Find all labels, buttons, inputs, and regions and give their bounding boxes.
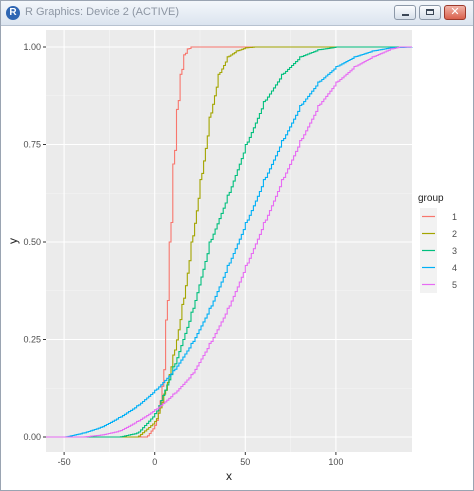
legend-label-5: 5	[452, 280, 457, 290]
plot-panel	[46, 30, 412, 452]
y-tick-label: 0.25	[23, 335, 41, 345]
legend: group 1 2 3 4 5	[418, 193, 457, 293]
close-button[interactable]: ✕	[444, 5, 466, 20]
close-icon: ✕	[450, 6, 460, 18]
y-tick-label: 0.75	[23, 140, 41, 150]
x-tick-label: -50	[58, 457, 71, 467]
x-tick-label: 50	[240, 457, 250, 467]
title-bar[interactable]: R R Graphics: Device 2 (ACTIVE) ✕	[1, 1, 473, 26]
legend-label-3: 3	[452, 246, 457, 256]
minimize-button[interactable]	[394, 5, 416, 20]
x-axis: -50 0 50 100	[58, 452, 343, 467]
minimize-icon	[402, 14, 409, 16]
x-tick-label: 100	[328, 457, 343, 467]
series-line-2	[46, 46, 412, 438]
series-line-3	[46, 46, 412, 438]
x-axis-label: x	[226, 469, 232, 483]
legend-label-4: 4	[452, 263, 457, 273]
maximize-button[interactable]	[419, 5, 441, 20]
window-title: R Graphics: Device 2 (ACTIVE)	[25, 6, 180, 18]
series-line-4	[46, 46, 413, 438]
maximize-icon	[426, 9, 434, 15]
legend-title: group	[418, 193, 444, 204]
y-tick-label: 0.50	[23, 237, 41, 247]
series-lines	[46, 46, 413, 438]
y-axis: 0.00 0.25 0.50 0.75 1.00	[23, 42, 46, 442]
legend-label-2: 2	[452, 229, 457, 239]
y-axis-label: y	[6, 238, 20, 244]
y-tick-label: 0.00	[23, 432, 41, 442]
series-line-5	[46, 46, 412, 438]
x-tick-label: 0	[152, 457, 157, 467]
legend-label-1: 1	[452, 212, 457, 222]
y-tick-label: 1.00	[23, 42, 41, 52]
r-logo-icon: R	[6, 6, 20, 20]
